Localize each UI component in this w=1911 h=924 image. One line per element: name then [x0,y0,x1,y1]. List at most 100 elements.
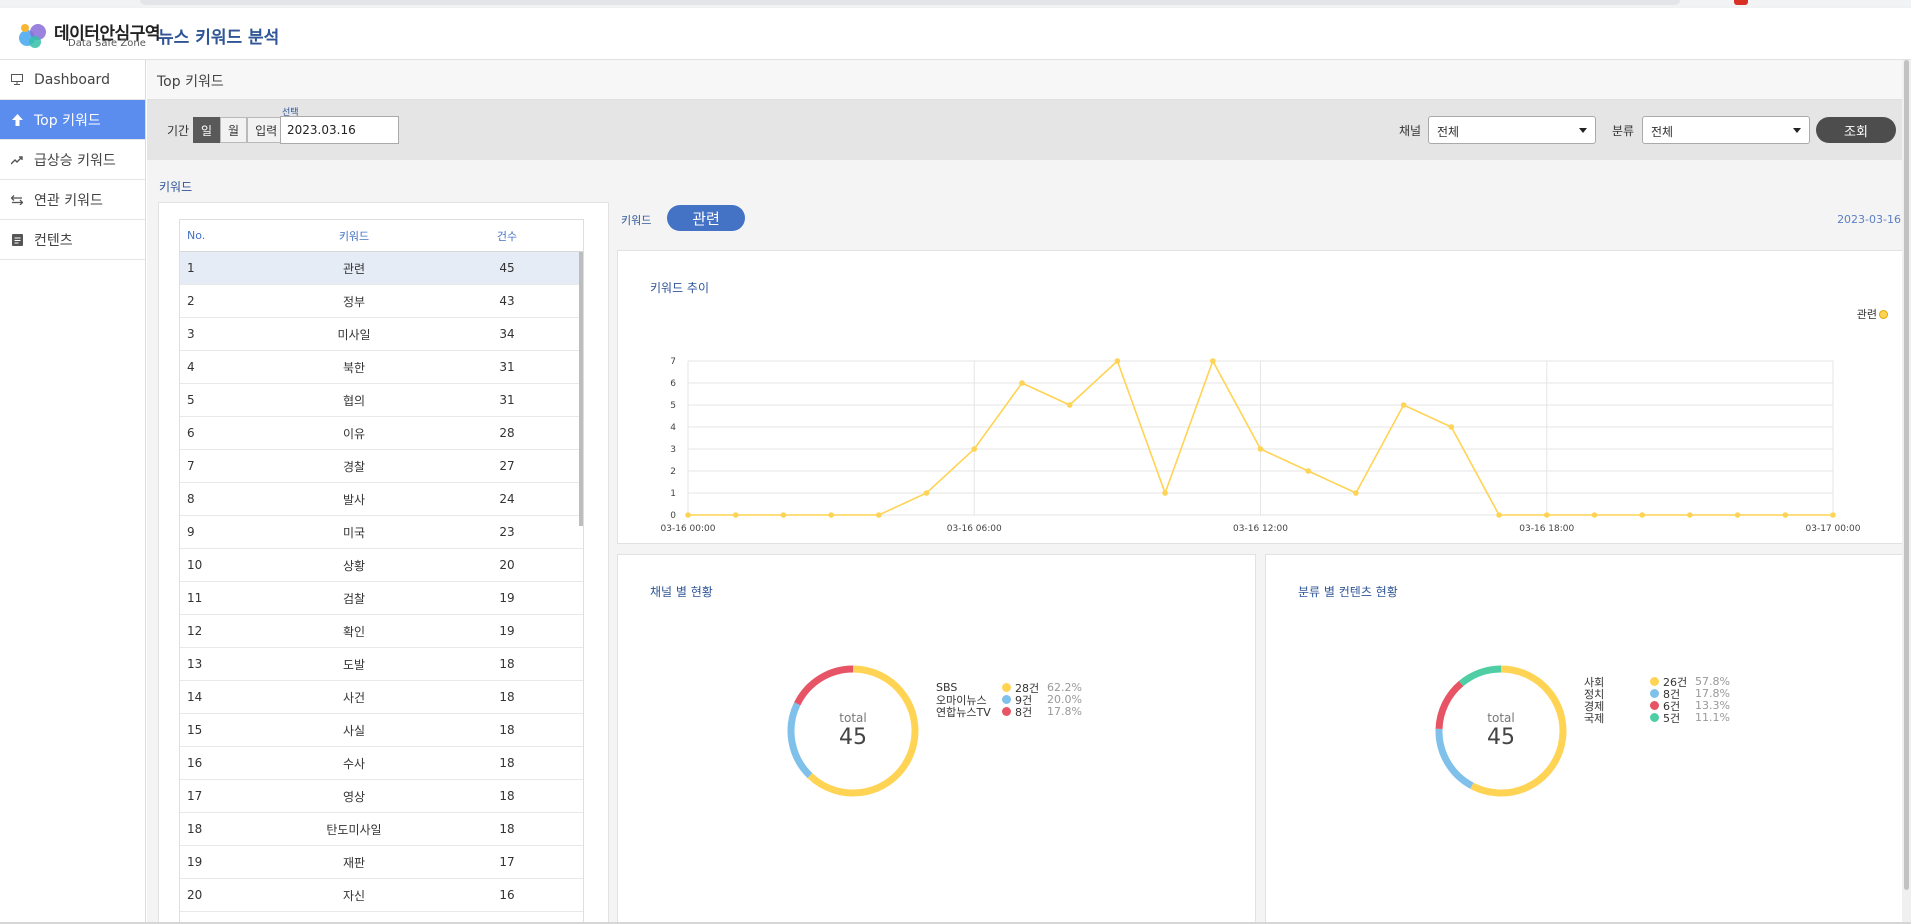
channel-select[interactable]: 전체 [1428,116,1596,144]
address-bar[interactable] [140,0,1680,5]
legend-item[interactable]: 국제 5건 11.1% [1584,711,1730,725]
logo-title: 데이터안심구역 [54,24,160,44]
row-count: 18 [499,789,515,803]
y-tick-label: 2 [670,467,676,477]
trend-legend[interactable]: 관련 [1857,306,1888,322]
legend-item[interactable]: 경제 6건 13.3% [1584,699,1730,713]
x-tick-label: 03-16 18:00 [1519,524,1574,534]
row-no: 14 [187,690,203,704]
table-row[interactable]: 1 관련 45 [180,252,583,285]
table-row[interactable]: 17 영상 18 [180,780,583,813]
row-keyword: 미국 [342,525,366,540]
data-point [1830,512,1836,518]
table-row[interactable]: 12 확인 19 [180,615,583,648]
donut-slice[interactable] [1470,665,1567,797]
row-keyword: 확인 [342,624,366,639]
donut-slice[interactable] [807,665,919,797]
row-count: 23 [499,525,515,539]
page-scrollbar[interactable] [1902,60,1911,924]
selected-keyword-chip[interactable]: 관련 [667,205,745,231]
table-row[interactable]: 16 수사 18 [180,747,583,780]
table-row[interactable]: 13 도발 18 [180,648,583,681]
period-month-button[interactable]: 월 [220,117,248,143]
table-row[interactable]: 10 상황 20 [180,549,583,582]
sidebar-item-label: Dashboard [34,71,110,88]
table-row[interactable]: 18 탄도미사일 18 [180,813,583,846]
table-scrollbar[interactable] [579,252,583,526]
legend-item[interactable]: 연합뉴스TV 8건 17.8% [936,705,1082,719]
y-tick-label: 0 [670,511,676,521]
sidebar-item-contents[interactable]: 컨텐츠 [0,220,145,260]
sidebar-item-label: 컨텐츠 [34,232,73,249]
main-content: Top 키워드 기간 일 월 입력 선택 채널 전체 분류 전체 조회 키워드 … [147,60,1911,924]
scrollbar-thumb[interactable] [1904,60,1909,890]
table-row[interactable]: 20 자신 16 [180,879,583,912]
data-point [1591,512,1598,518]
row-count: 27 [499,459,515,473]
sidebar-item-related-keywords[interactable]: 연관 키워드 [0,180,145,220]
trend-line-chart: 0 1 2 3 4 5 6 7 03-16 00:00 03-16 06:00 03-16 12:0… [661,357,1861,534]
trend-chart-title: 키워드 추이 [650,281,710,295]
legend-item[interactable]: 정치 8건 17.8% [1584,687,1730,701]
row-count: 18 [499,657,515,671]
row-no: 9 [187,525,195,539]
period-label: 기간 [167,124,190,138]
legend-dot [1002,707,1011,716]
row-keyword: 도발 [342,657,366,672]
legend-item[interactable]: 오마이뉴스 9건 20.0% [936,693,1082,707]
table-row[interactable]: 19 재판 17 [180,846,583,879]
table-row[interactable]: 9 미국 23 [180,516,583,549]
table-row[interactable]: 4 북한 31 [180,351,583,384]
row-no: 13 [187,657,203,671]
table-row[interactable]: 3 미사일 34 [180,318,583,351]
sidebar-item-rising-keywords[interactable]: 급상승 키워드 [0,140,145,180]
logo-icon[interactable] [16,18,50,52]
document-icon [10,233,24,247]
extension-icon[interactable] [1734,0,1748,5]
legend-item[interactable]: SBS 28건 62.2% [936,681,1082,695]
table-row[interactable]: 7 경찰 27 [180,450,583,483]
table-row[interactable]: 8 발사 24 [180,483,583,516]
donut-slice[interactable] [787,702,813,779]
legend-item[interactable]: 사회 26건 57.8% [1584,675,1730,689]
table-row[interactable]: 5 협의 31 [180,384,583,417]
x-tick-label: 03-16 00:00 [661,524,716,534]
sidebar-item-top-keywords[interactable]: Top 키워드 [0,100,145,140]
sidebar-item-dashboard[interactable]: Dashboard [0,60,145,100]
row-no: 12 [187,624,203,638]
legend-count: 6건 [1663,699,1681,713]
data-point [1305,468,1312,474]
donut-slice[interactable] [1458,665,1502,687]
row-keyword: 북한 [342,360,366,375]
data-point [685,512,691,518]
table-row[interactable]: 14 사건 18 [180,681,583,714]
donut-slice[interactable] [794,665,854,706]
data-point [1209,358,1216,364]
table-row[interactable]: 15 사실 18 [180,714,583,747]
row-count: 18 [499,690,515,704]
table-row[interactable]: 2 정부 43 [180,285,583,318]
channel-select-value: 전체 [1437,125,1460,139]
donut-slice[interactable] [1435,728,1474,789]
table-row[interactable]: 11 검찰 19 [180,582,583,615]
donut-slice[interactable] [1435,680,1464,730]
y-tick-label: 5 [670,401,676,411]
data-point [1400,402,1407,408]
y-tick-label: 7 [670,357,676,367]
row-count: 18 [499,822,515,836]
category-select[interactable]: 전체 [1642,116,1810,144]
data-point [732,512,739,518]
search-button[interactable]: 조회 [1816,117,1896,143]
legend-percent: 20.0% [1047,693,1082,706]
sidebar-item-label: 연관 키워드 [34,192,103,209]
period-input-button[interactable]: 입력 [247,117,286,143]
data-point [1543,512,1550,518]
data-point [1639,512,1645,518]
period-day-button[interactable]: 일 [193,117,221,143]
table-row[interactable]: 6 이유 28 [180,417,583,450]
row-count: 19 [499,591,515,605]
row-no: 3 [187,327,195,341]
legend-count: 8건 [1015,705,1033,719]
row-count: 34 [499,327,515,341]
date-input[interactable] [280,116,399,144]
